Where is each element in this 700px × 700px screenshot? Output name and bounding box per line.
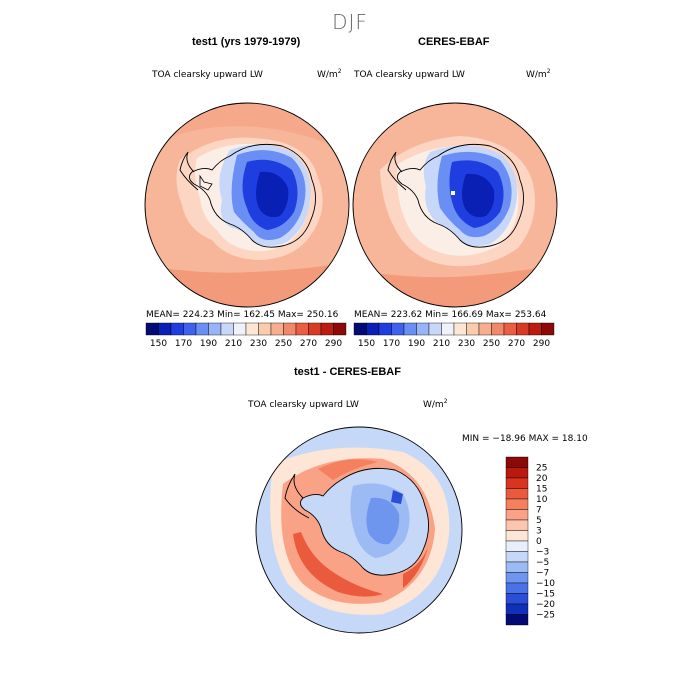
colorbar-label: 230 xyxy=(458,339,475,348)
panel1-stats: MEAN= 224.23 Min= 162.45 Max= 250.16 xyxy=(146,310,339,320)
colorbar-label: 170 xyxy=(175,339,192,348)
diff-stats: MIN = −18.96 MAX = 18.10 xyxy=(462,434,588,444)
panel2-units: W/m2 xyxy=(526,68,551,80)
colorbar-swatch xyxy=(505,540,529,552)
colorbar-swatch xyxy=(245,322,259,336)
colorbar-swatch xyxy=(233,322,247,336)
colorbar-label: 210 xyxy=(433,339,450,348)
colorbar-swatch xyxy=(505,519,529,531)
colorbar-swatch xyxy=(505,561,529,573)
colorbar-label: 10 xyxy=(536,495,548,505)
colorbar-label: −7 xyxy=(536,569,549,579)
colorbar-swatch xyxy=(516,322,530,336)
colorbar-swatch xyxy=(505,488,529,500)
colorbar-label: −20 xyxy=(536,600,555,610)
colorbar-swatch xyxy=(378,322,392,336)
diff-map xyxy=(255,426,463,634)
panel2-colorbar: 150 170 190 210 230 250 270 290 xyxy=(353,322,555,348)
colorbar-swatch xyxy=(505,582,529,594)
colorbar-label: 20 xyxy=(536,474,548,484)
colorbar-swatch xyxy=(505,498,529,510)
colorbar-label: 230 xyxy=(250,339,267,348)
colorbar-label: 170 xyxy=(383,339,400,348)
colorbar-label: −15 xyxy=(536,590,555,600)
colorbar-label: −25 xyxy=(536,611,555,621)
season-title: DJF xyxy=(332,10,368,34)
colorbar-swatch xyxy=(416,322,430,336)
colorbar-swatch xyxy=(505,614,529,626)
colorbar-label: 290 xyxy=(533,339,550,348)
colorbar-swatch xyxy=(505,456,529,468)
colorbar-label: 190 xyxy=(200,339,217,348)
colorbar-swatch xyxy=(505,467,529,479)
colorbar-swatch xyxy=(308,322,322,336)
panel1-variable: TOA clearsky upward LW xyxy=(152,70,263,80)
colorbar-swatch xyxy=(505,551,529,563)
panel2-map xyxy=(352,102,558,308)
colorbar-swatch xyxy=(478,322,492,336)
colorbar-swatch xyxy=(505,477,529,489)
colorbar-swatch xyxy=(491,322,505,336)
colorbar-swatch xyxy=(295,322,309,336)
colorbar-label: 290 xyxy=(325,339,342,348)
colorbar-swatch xyxy=(366,322,380,336)
colorbar-label: 210 xyxy=(225,339,242,348)
colorbar-swatch xyxy=(403,322,417,336)
diff-variable: TOA clearsky upward LW xyxy=(248,400,359,410)
colorbar-swatch xyxy=(466,322,480,336)
colorbar-label: 25 xyxy=(536,464,547,474)
panel1-title: test1 (yrs 1979-1979) xyxy=(192,36,301,48)
panel2-stats: MEAN= 223.62 Min= 166.69 Max= 253.64 xyxy=(354,310,547,320)
diff-units: W/m2 xyxy=(423,398,448,410)
colorbar-label: 15 xyxy=(536,485,547,495)
colorbar-swatch xyxy=(183,322,197,336)
colorbar-swatch xyxy=(195,322,209,336)
colorbar-swatch xyxy=(505,603,529,615)
colorbar-swatch xyxy=(158,322,172,336)
colorbar-swatch xyxy=(270,322,284,336)
panel1-map xyxy=(144,102,350,308)
panel1-units: W/m2 xyxy=(317,68,342,80)
colorbar-swatch xyxy=(453,322,467,336)
panel2-variable: TOA clearsky upward LW xyxy=(354,70,465,80)
colorbar-label: 250 xyxy=(275,339,292,348)
colorbar-swatch xyxy=(505,572,529,584)
colorbar-label: 3 xyxy=(536,527,542,537)
colorbar-swatch xyxy=(320,322,334,336)
colorbar-label: −5 xyxy=(536,558,549,568)
colorbar-swatch xyxy=(528,322,542,336)
colorbar-swatch xyxy=(208,322,222,336)
colorbar-label: 250 xyxy=(483,339,500,348)
colorbar-label: 0 xyxy=(536,537,542,547)
colorbar-swatch xyxy=(353,322,367,336)
colorbar-swatch xyxy=(220,322,234,336)
colorbar-swatch xyxy=(258,322,272,336)
panel2-title: CERES-EBAF xyxy=(418,36,490,48)
colorbar-label: 190 xyxy=(408,339,425,348)
colorbar-label: −3 xyxy=(536,548,549,558)
colorbar-swatch xyxy=(505,509,529,521)
panel1-colorbar: 150 170 190 210 230 250 270 290 xyxy=(145,322,347,348)
colorbar-swatch xyxy=(428,322,442,336)
colorbar-swatch xyxy=(505,593,529,605)
colorbar-label: −10 xyxy=(536,579,555,589)
colorbar-label: 150 xyxy=(358,339,375,348)
colorbar-swatch xyxy=(505,530,529,542)
colorbar-swatch xyxy=(391,322,405,336)
colorbar-swatch xyxy=(441,322,455,336)
colorbar-swatch xyxy=(145,322,159,336)
colorbar-swatch xyxy=(503,322,517,336)
colorbar-label: 7 xyxy=(536,506,542,516)
colorbar-swatch xyxy=(333,322,347,336)
colorbar-swatch xyxy=(170,322,184,336)
colorbar-swatch xyxy=(283,322,297,336)
diff-title: test1 - CERES-EBAF xyxy=(294,366,401,378)
colorbar-label: 270 xyxy=(300,339,317,348)
colorbar-swatch xyxy=(541,322,555,336)
colorbar-label: 150 xyxy=(150,339,167,348)
colorbar-label: 270 xyxy=(508,339,525,348)
colorbar-label: 5 xyxy=(536,516,542,526)
